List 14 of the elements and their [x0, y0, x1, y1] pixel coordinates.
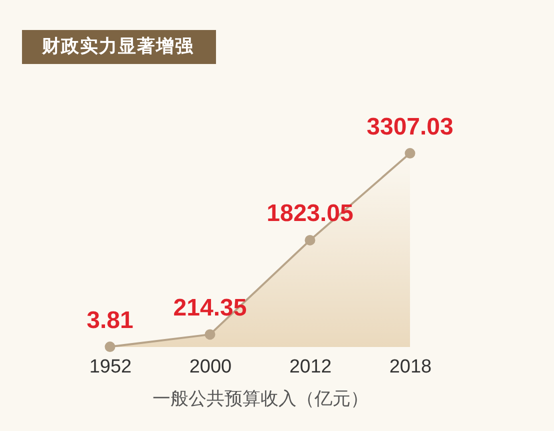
data-label: 3307.03: [366, 113, 454, 140]
data-label: 3.81: [86, 306, 134, 334]
x-tick-label: 2012: [289, 356, 332, 378]
data-label: 214.35: [173, 294, 247, 322]
x-axis-title: 一般公共预算收入（亿元）: [152, 388, 368, 410]
point: [304, 234, 316, 246]
x-tick-label: 2018: [389, 356, 432, 378]
x-tick-label: 2000: [189, 356, 232, 378]
point: [404, 148, 416, 159]
chart-title: 财政实力显著增强: [22, 30, 216, 64]
data-label: 1823.05: [266, 200, 354, 228]
point: [204, 329, 216, 340]
point: [104, 342, 116, 352]
x-tick-label: 1952: [89, 356, 132, 378]
